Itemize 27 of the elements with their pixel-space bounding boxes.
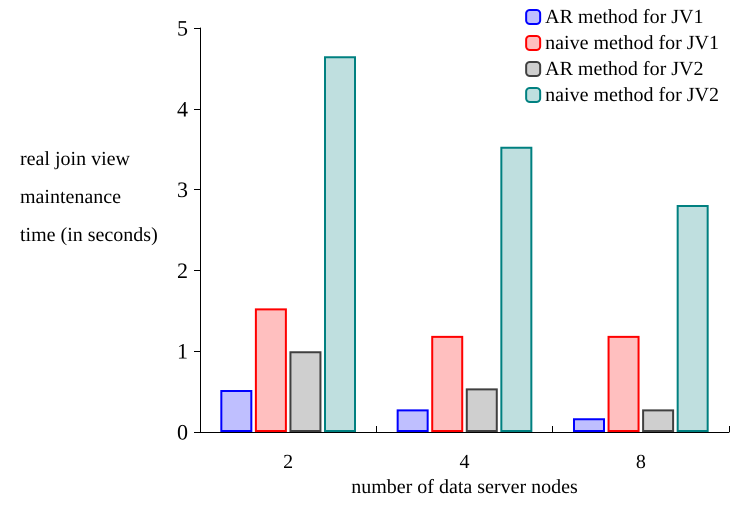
bar [676,204,709,432]
bar [608,336,640,432]
bar [289,351,322,432]
bar [642,409,674,432]
x-axis-title: number of data server nodes [351,476,578,498]
y-tick-label: 4 [177,96,188,122]
bar [396,409,429,432]
bar [500,146,532,432]
legend-label: AR method for JV2 [545,58,704,80]
y-tick-label: 5 [177,16,188,40]
x-tick-label: 8 [636,451,646,473]
legend-label: AR method for JV1 [545,6,704,28]
bar [324,56,356,432]
y-tick-label: 2 [177,258,188,283]
bar [254,308,287,432]
y-axis-title: real join view maintenance time (in seconds) [20,148,158,246]
bar [431,336,464,432]
y-tick-label: 3 [177,177,188,202]
x-tick-label: 4 [460,451,470,473]
legend-label: naive method for JV1 [545,32,720,54]
y-tick-label: 1 [177,338,188,364]
legend-label: naive method for JV2 [545,84,720,106]
y-tick-label: 0 [177,420,188,444]
x-tick-label: 2 [283,451,294,473]
bar [220,390,252,432]
bar [466,388,498,432]
bar [572,418,605,432]
